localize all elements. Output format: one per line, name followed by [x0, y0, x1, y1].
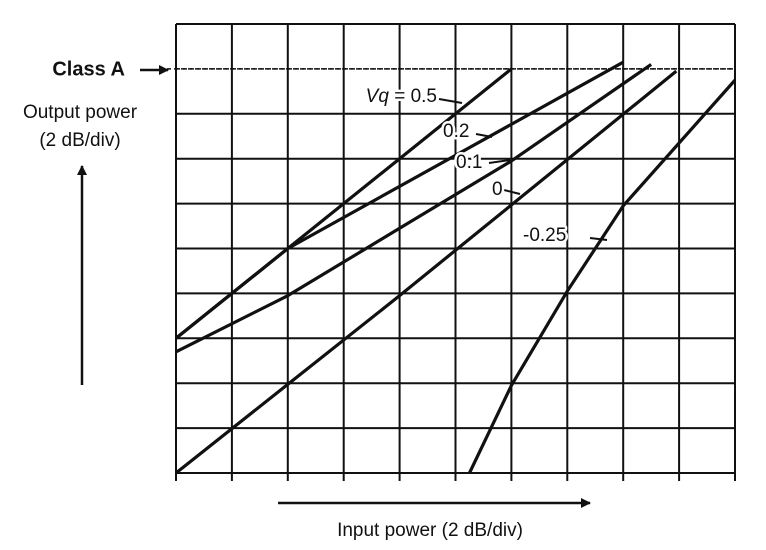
- label-leader: [503, 189, 521, 195]
- series-label: 0.1: [456, 152, 482, 173]
- reference-label: Class A: [52, 58, 125, 80]
- series-line: [468, 79, 737, 474]
- label-leader: [475, 133, 493, 138]
- series-line: [175, 69, 678, 475]
- series-line: [174, 60, 624, 340]
- y-axis-label: Output power: [23, 102, 138, 123]
- x-axis-label: Input power (2 dB/div): [337, 520, 523, 541]
- series-lines: [174, 60, 737, 475]
- series-labels: Vq = 0.5 0.2 0.1 0 -0.25: [363, 84, 608, 249]
- series-line: [175, 63, 653, 354]
- series-label: 0.2: [443, 121, 469, 142]
- y-axis-label: (2 dB/div): [39, 130, 120, 151]
- series-label: Vq = 0.5: [366, 86, 437, 107]
- series-label: 0: [492, 179, 503, 200]
- label-leader: [488, 159, 511, 164]
- series-label: -0.25: [523, 225, 566, 246]
- label-leader: [438, 98, 463, 104]
- label-leader: [589, 237, 608, 241]
